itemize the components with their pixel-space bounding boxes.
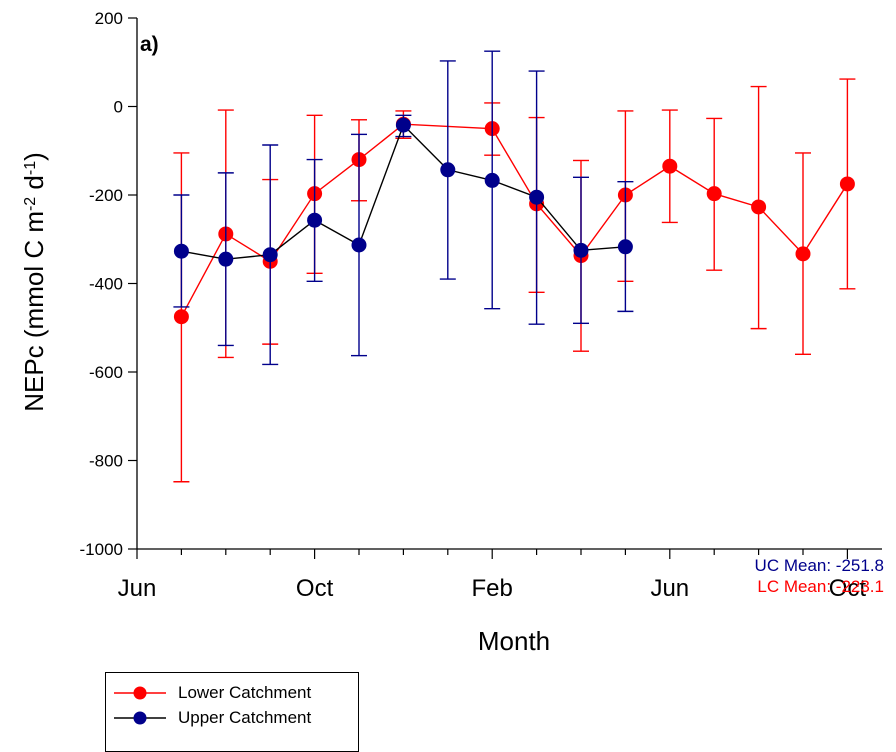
data-point (751, 199, 767, 215)
data-point (529, 189, 545, 205)
x-tick-label: Jun (118, 575, 157, 602)
y-axis-label-part: d (19, 175, 49, 197)
legend-label-upper: Upper Catchment (178, 708, 312, 727)
legend-label-lower: Lower Catchment (178, 683, 312, 702)
series-upper-catchment (173, 50, 634, 366)
series-line (180, 123, 848, 318)
y-axis-label-part: ) (19, 152, 49, 161)
data-point (173, 243, 189, 259)
data-point (706, 186, 722, 202)
data-point (351, 237, 367, 253)
legend-swatch-lower (114, 686, 166, 700)
data-point (440, 162, 456, 178)
data-point (484, 172, 500, 188)
y-axis-label-superscript: -2 (22, 197, 39, 211)
legend-item-lower: Lower Catchment (106, 681, 311, 705)
y-tick-label: -800 (89, 452, 123, 471)
data-point (262, 247, 278, 263)
x-tick-label: Oct (829, 575, 867, 602)
data-point (795, 246, 811, 262)
series-layer (173, 50, 856, 483)
data-point (617, 239, 633, 255)
uc-mean-annotation: UC Mean: -251.8 (755, 556, 884, 575)
y-axis-label-part: NEPc (mmol C m (19, 211, 49, 412)
series-line (181, 123, 626, 260)
y-tick-label: 200 (95, 9, 123, 28)
x-tick-label: Jun (650, 575, 689, 602)
data-point (218, 251, 234, 267)
data-point (307, 212, 323, 228)
data-point (573, 242, 589, 258)
data-point (662, 158, 678, 174)
y-tick-label: -600 (89, 363, 123, 382)
series-lower-catchment (173, 78, 856, 483)
y-axis-label-superscript: -1 (22, 161, 39, 175)
data-point (173, 309, 189, 325)
x-tick-label: Oct (296, 575, 334, 602)
x-tick-label: Feb (472, 575, 513, 602)
data-point (395, 117, 411, 133)
x-axis-label: Month (478, 626, 550, 656)
y-axis-label: NEPc (mmol C m-2 d-1) (19, 152, 49, 412)
legend-swatch-upper (114, 711, 166, 725)
data-point (839, 176, 855, 192)
panel-label: a) (140, 33, 159, 56)
y-tick-label: 0 (114, 98, 123, 117)
y-tick-label: -400 (89, 275, 123, 294)
lc-mean-annotation: LC Mean: -223.1 (757, 577, 884, 596)
y-tick-label: -1000 (80, 540, 123, 559)
y-tick-label: -200 (89, 186, 123, 205)
legend-item-upper: Upper Catchment (106, 706, 311, 730)
axes: 200 0 -200 -400 -600 -800 -1000 Jun Oct Feb Jun Oct (80, 9, 882, 602)
legend: Lower Catchment Upper Catchment (105, 672, 359, 752)
